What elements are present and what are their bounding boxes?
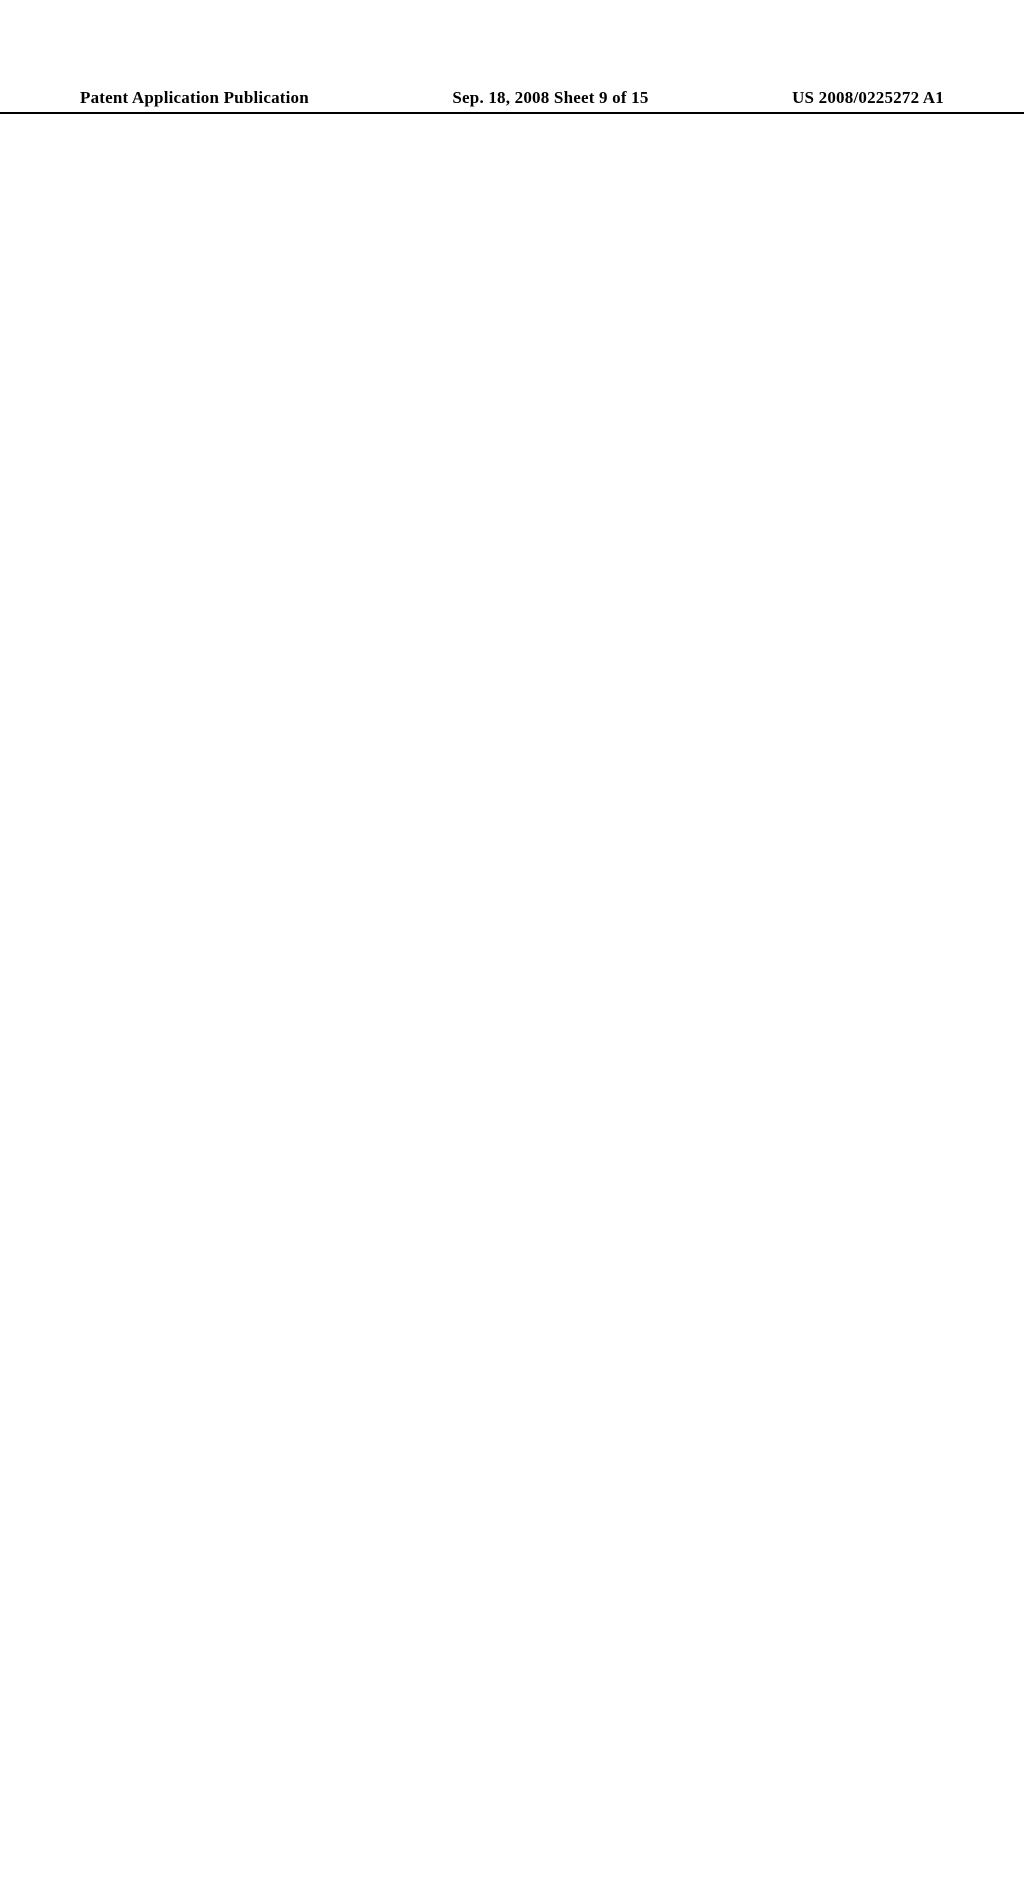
header-left: Patent Application Publication <box>80 88 309 108</box>
header-right: US 2008/0225272 A1 <box>792 88 944 108</box>
header-center: Sep. 18, 2008 Sheet 9 of 15 <box>452 88 648 108</box>
page-header: Patent Application Publication Sep. 18, … <box>0 88 1024 114</box>
